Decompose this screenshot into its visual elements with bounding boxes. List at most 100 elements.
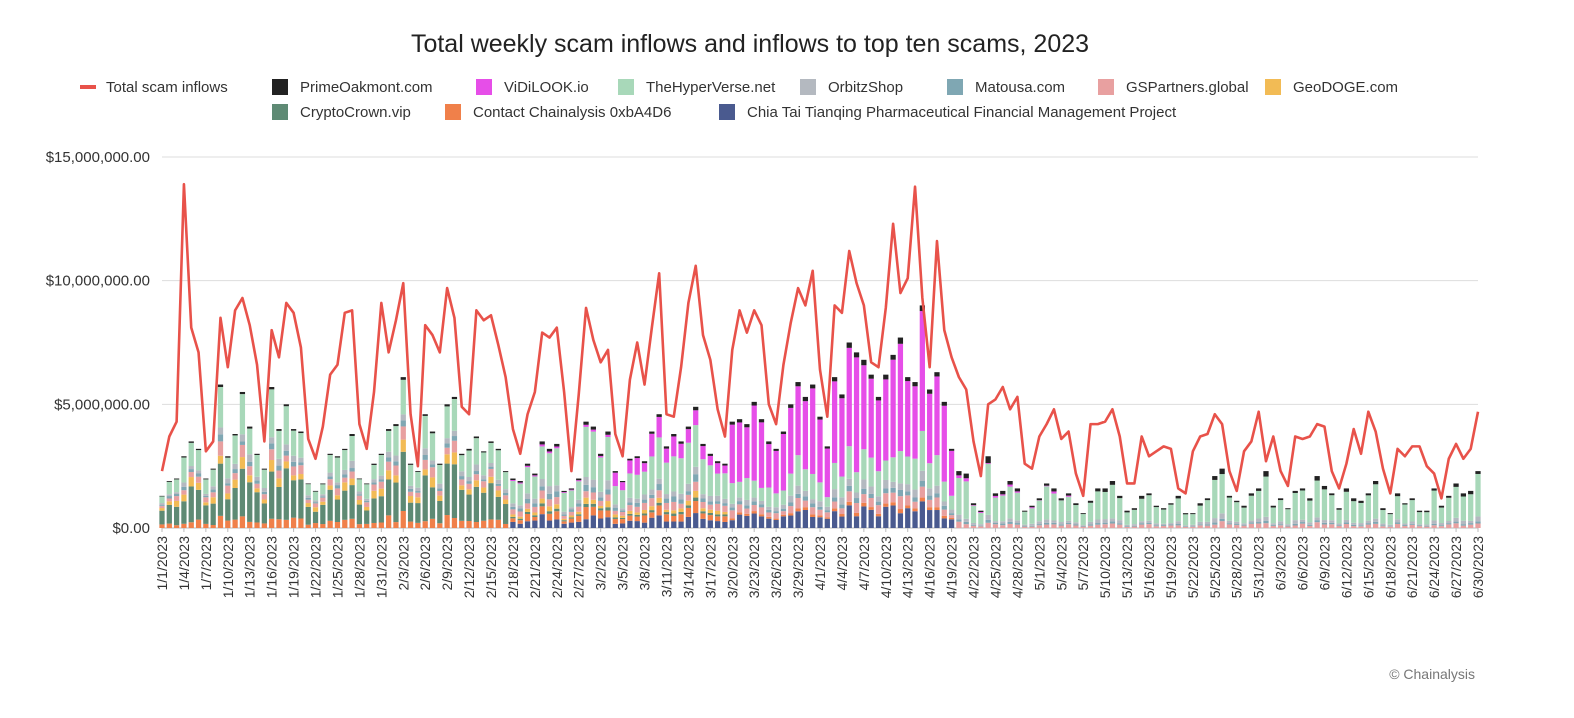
bar-segment xyxy=(656,505,662,516)
bar-stack xyxy=(1299,488,1306,528)
y-tick-label: $5,000,000.00 xyxy=(54,396,150,413)
bar-segment xyxy=(261,468,267,470)
bar-segment xyxy=(1095,523,1101,525)
bar-segment xyxy=(1270,505,1276,508)
bar-segment xyxy=(1182,514,1189,526)
bar-segment xyxy=(342,519,348,528)
bar-segment xyxy=(393,461,399,466)
bar-segment xyxy=(861,506,867,528)
bar-segment xyxy=(546,499,553,507)
bar-stack xyxy=(736,419,743,528)
bar-segment xyxy=(1307,522,1313,525)
bar-segment xyxy=(1058,524,1064,526)
bar-segment xyxy=(853,512,860,517)
bar-segment xyxy=(671,521,677,528)
bar-segment xyxy=(744,508,750,514)
bar-segment xyxy=(934,485,940,494)
bar-segment xyxy=(736,497,743,502)
bar-segment xyxy=(685,494,692,501)
bar-segment xyxy=(1007,481,1013,485)
bar-segment xyxy=(1073,505,1079,523)
bar-stack xyxy=(773,448,779,528)
bar-segment xyxy=(1380,523,1386,526)
bar-segment xyxy=(656,490,662,498)
bar-segment xyxy=(371,479,377,483)
bar-segment xyxy=(247,482,253,522)
bar-segment xyxy=(970,505,977,506)
bar-segment xyxy=(356,479,363,492)
bar-segment xyxy=(466,450,472,477)
bar-segment xyxy=(605,436,611,481)
bar-segment xyxy=(707,509,713,513)
bar-segment xyxy=(429,460,436,465)
bar-segment xyxy=(254,522,260,528)
bar-segment xyxy=(349,436,355,461)
bar-segment xyxy=(934,507,940,511)
bar-segment xyxy=(1139,521,1145,524)
bar-segment xyxy=(283,404,289,407)
bar-segment xyxy=(905,495,911,506)
bar-segment xyxy=(451,436,458,441)
x-tick-label: 5/1/2023 xyxy=(1031,536,1047,591)
bar-segment xyxy=(619,481,626,483)
bar-segment xyxy=(853,516,860,528)
bar-segment xyxy=(1358,526,1364,528)
bar-segment xyxy=(254,480,260,484)
bar-segment xyxy=(1438,505,1445,508)
bar-segment xyxy=(1204,500,1211,522)
bar-stack xyxy=(546,448,553,528)
bar-segment xyxy=(1014,491,1021,493)
bar-segment xyxy=(1256,518,1262,523)
bar-segment xyxy=(707,455,713,466)
bar-segment xyxy=(298,431,304,434)
x-tick-label: 4/10/2023 xyxy=(878,536,894,598)
bar-segment xyxy=(780,490,787,505)
bar-segment xyxy=(364,523,370,528)
bar-segment xyxy=(1307,525,1313,528)
bar-segment xyxy=(290,429,297,431)
bar-segment xyxy=(561,521,567,524)
x-tick-label: 3/2/2023 xyxy=(593,536,609,591)
bar-segment xyxy=(1380,525,1386,527)
bar-segment xyxy=(517,511,523,517)
bar-segment xyxy=(715,516,721,522)
bar-segment xyxy=(524,463,531,466)
bar-segment xyxy=(773,518,779,520)
bar-segment xyxy=(1029,507,1035,509)
bar-stack xyxy=(502,471,509,528)
bar-segment xyxy=(378,479,384,482)
bar-segment xyxy=(407,488,414,492)
bar-segment xyxy=(269,449,275,461)
bar-segment xyxy=(386,470,392,480)
legend-swatch xyxy=(476,79,492,95)
bar-segment xyxy=(342,450,348,470)
bar-stack xyxy=(1212,476,1218,528)
legend-label: OrbitzShop xyxy=(828,79,903,96)
x-tick-label: 5/13/2023 xyxy=(1119,536,1135,598)
bar-segment xyxy=(210,486,216,490)
bar-stack xyxy=(386,429,392,528)
bar-segment xyxy=(415,471,421,472)
bar-segment xyxy=(685,507,692,517)
bar-segment xyxy=(393,465,399,476)
bar-segment xyxy=(1409,524,1415,528)
bar-stack xyxy=(429,431,436,528)
bar-segment xyxy=(1000,521,1006,524)
bar-segment xyxy=(700,443,706,447)
bar-segment xyxy=(729,424,735,484)
bar-segment xyxy=(758,504,765,508)
bar-segment xyxy=(1285,525,1291,527)
bar-stack xyxy=(1263,471,1269,528)
bar-segment xyxy=(970,524,977,526)
bar-segment xyxy=(298,465,304,475)
bar-segment xyxy=(327,476,333,480)
bar-segment xyxy=(707,465,713,496)
bar-segment xyxy=(1321,489,1328,521)
bar-segment xyxy=(875,516,882,528)
bar-segment xyxy=(912,508,918,512)
bar-segment xyxy=(1182,526,1189,527)
bar-segment xyxy=(415,471,421,488)
bar-segment xyxy=(269,443,275,450)
bar-segment xyxy=(685,516,692,528)
bar-stack xyxy=(159,495,165,528)
